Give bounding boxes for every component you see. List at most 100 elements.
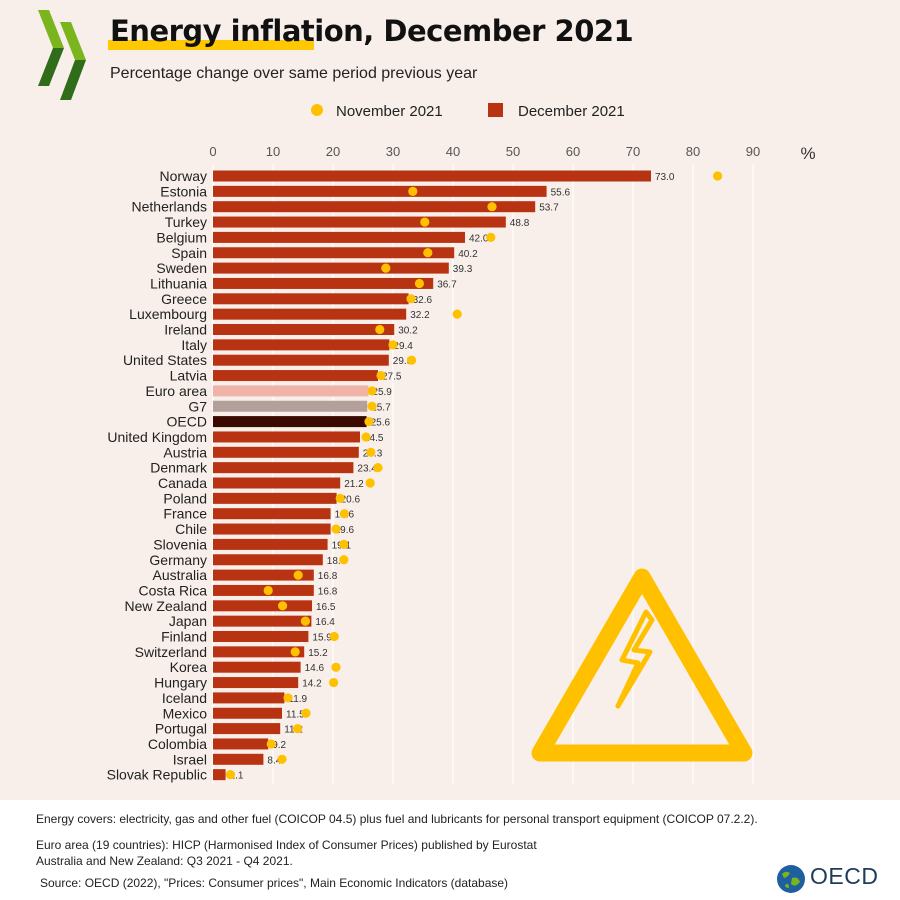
bar-portugal <box>213 723 281 735</box>
value-label: 24.5 <box>364 433 384 444</box>
november-dot <box>375 324 385 335</box>
category-label: Turkey <box>165 214 207 230</box>
bar-norway <box>213 170 651 182</box>
footnote-energy-definition: Energy covers: electricity, gas and othe… <box>36 812 758 826</box>
legend-dot-november <box>311 104 323 116</box>
category-label: Estonia <box>160 183 207 199</box>
value-label: 25.6 <box>371 418 391 429</box>
value-label: 15.9 <box>312 633 332 644</box>
value-label: 20.6 <box>341 494 361 505</box>
bar-united-states <box>213 354 389 366</box>
november-dot <box>373 463 383 473</box>
category-label: Austria <box>163 444 207 460</box>
bar-lithuania <box>213 277 434 289</box>
footnote-source: Source: OECD (2022), "Prices: Consumer p… <box>40 876 509 890</box>
x-tick-label: 70 <box>626 144 640 159</box>
oecd-wordmark: OECD <box>810 863 879 889</box>
november-dot <box>335 493 345 503</box>
november-dot <box>423 248 433 258</box>
category-label: Australia <box>153 567 208 583</box>
value-label: 23.4 <box>357 464 377 475</box>
category-label: Poland <box>163 490 207 506</box>
value-label: 11.9 <box>288 694 307 705</box>
footnote-australia-nz: Australia and New Zealand: Q3 2021 - Q4 … <box>36 854 293 868</box>
value-label: 2.1 <box>230 771 244 782</box>
category-label: Greece <box>161 291 207 307</box>
category-label: Norway <box>160 168 207 184</box>
november-dot <box>339 539 349 550</box>
november-dot <box>283 693 293 703</box>
category-label: Slovenia <box>153 536 207 552</box>
value-label: 16.5 <box>316 602 336 613</box>
november-dot <box>713 171 723 181</box>
november-dot <box>331 524 341 534</box>
title-highlight <box>108 40 314 50</box>
value-label: 16.4 <box>315 617 335 628</box>
bar-oecd <box>213 416 367 428</box>
bar-iceland <box>213 692 285 704</box>
bar-ireland <box>213 324 395 335</box>
legend-swatch-december <box>488 103 503 117</box>
november-dot <box>406 294 416 304</box>
category-label: Costa Rica <box>139 582 208 598</box>
november-dot <box>452 309 462 319</box>
bar-poland <box>213 492 337 504</box>
bar-sweden <box>213 262 449 274</box>
category-label: Latvia <box>170 368 208 384</box>
category-label: G7 <box>188 398 207 414</box>
category-label: Mexico <box>163 705 208 721</box>
bar-france <box>213 508 331 520</box>
footer: Energy covers: electricity, gas and othe… <box>0 800 900 900</box>
value-label: 21.2 <box>344 479 364 490</box>
value-label: 30.2 <box>398 326 418 337</box>
november-dot <box>300 616 310 626</box>
category-label: Lithuania <box>150 275 207 291</box>
category-label: Finland <box>161 629 207 645</box>
category-label: Japan <box>169 613 207 629</box>
bar-estonia <box>213 185 547 197</box>
category-label: Iceland <box>162 690 207 706</box>
november-dot <box>367 401 377 411</box>
value-label: 36.7 <box>437 279 457 290</box>
november-dot <box>388 340 398 350</box>
november-dot <box>367 386 377 396</box>
bar-korea <box>213 661 301 673</box>
category-label: New Zealand <box>125 598 208 614</box>
value-label: 39.3 <box>453 264 473 275</box>
bar-greece <box>213 293 409 305</box>
bar-israel <box>213 753 264 765</box>
bar-new-zealand <box>213 600 312 612</box>
value-label: 32.2 <box>410 310 430 321</box>
bar-costa-rica <box>213 584 314 596</box>
value-label: 18.3 <box>327 556 347 567</box>
category-label: United Kingdom <box>107 429 207 445</box>
value-label: 14.6 <box>305 663 325 674</box>
x-tick-label: 60 <box>566 144 580 159</box>
bar-canada <box>213 477 341 489</box>
value-label: 9.2 <box>272 740 286 751</box>
bar-latvia <box>213 370 378 382</box>
category-label: France <box>163 506 207 522</box>
x-tick-label: 20 <box>326 144 340 159</box>
value-label: 16.8 <box>318 571 338 582</box>
category-label: Euro area <box>146 383 208 399</box>
value-label: 29.3 <box>393 356 413 367</box>
category-label: Sweden <box>156 260 207 276</box>
category-label: Netherlands <box>132 199 208 215</box>
high-voltage-warning-icon <box>531 568 753 762</box>
x-tick-label: 50 <box>506 144 520 159</box>
x-tick-label: 0 <box>209 144 216 159</box>
category-label: Portugal <box>155 721 207 737</box>
bar-luxembourg <box>213 308 407 320</box>
november-dot <box>420 217 430 227</box>
bar-colombia <box>213 738 269 750</box>
november-dot <box>408 186 418 196</box>
november-dot <box>301 708 311 718</box>
legend-label-december: December 2021 <box>518 103 625 120</box>
november-dot <box>293 724 303 734</box>
category-label: Hungary <box>154 675 207 691</box>
legend-label-november: November 2021 <box>336 103 443 120</box>
category-label: Italy <box>181 337 207 353</box>
category-label: OECD <box>167 414 207 430</box>
value-label: 55.6 <box>551 187 571 198</box>
